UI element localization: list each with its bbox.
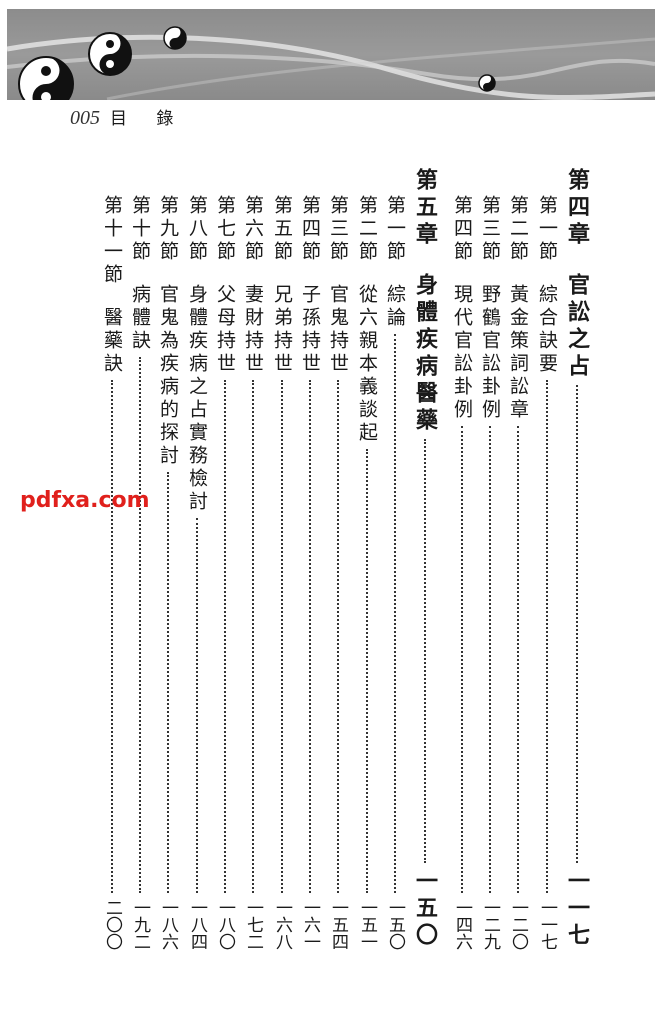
entry-page-number: 一六一 — [300, 899, 320, 950]
yin-yang-icon — [478, 74, 496, 92]
entry-title: 從六親本義談起 — [356, 284, 378, 445]
entry-page-number: 一九二 — [130, 899, 150, 950]
dot-leader — [167, 472, 169, 893]
entry-page-number: 一一七 — [537, 899, 557, 950]
toc-chapter-entry: 第五章身體疾病醫藥一五〇 — [412, 168, 438, 950]
yin-yang-icon — [18, 56, 74, 100]
entry-label: 第三節 — [327, 195, 349, 264]
watermark: pdfxa.com — [20, 488, 150, 513]
entry-title: 身體疾病之占實務檢討 — [186, 284, 208, 514]
dot-leader — [196, 518, 198, 893]
entry-label: 第一節 — [384, 195, 406, 264]
yin-yang-banner-art — [7, 26, 655, 100]
entry-label: 第三節 — [479, 195, 501, 264]
entry-page-number: 一八〇 — [215, 899, 235, 950]
toc-section-entry: 第六節妻財持世一七二 — [241, 195, 265, 950]
dot-leader — [224, 380, 226, 893]
dot-leader — [461, 426, 463, 893]
entry-page-number: 一五〇 — [412, 869, 438, 950]
entry-label: 第十節 — [129, 195, 151, 264]
entry-label: 第八節 — [186, 195, 208, 264]
dot-leader — [281, 380, 283, 893]
dot-leader — [394, 334, 396, 893]
toc-section-entry: 第五節兄弟持世一六八 — [270, 195, 294, 950]
entry-page-number: 一二九 — [480, 899, 500, 950]
dot-leader — [252, 380, 254, 893]
entry-label: 第四節 — [451, 195, 473, 264]
entry-label: 第一節 — [536, 195, 558, 264]
entry-title: 病體訣 — [129, 284, 151, 353]
toc-section-entry: 第三節官鬼持世一五四 — [326, 195, 350, 950]
entry-title: 父母持世 — [214, 284, 236, 376]
entry-label: 第十一節 — [101, 195, 123, 287]
entry-title: 子孫持世 — [299, 284, 321, 376]
entry-label: 第五節 — [271, 195, 293, 264]
entry-title: 兄弟持世 — [271, 284, 293, 376]
toc-section-entry: 第二節黃金策詞訟章一二〇 — [506, 195, 530, 950]
toc-section-entry: 第二節從六親本義談起一五一 — [355, 195, 379, 950]
yin-yang-icon — [163, 26, 187, 50]
dot-leader — [489, 426, 491, 893]
dot-leader — [517, 426, 519, 893]
entry-title: 現代官訟卦例 — [451, 284, 473, 422]
page-header: 005 目 錄 — [70, 104, 185, 130]
entry-page-number: 一六八 — [272, 899, 292, 950]
entry-label: 第七節 — [214, 195, 236, 264]
entry-title: 黃金策詞訟章 — [507, 284, 529, 422]
dot-leader — [337, 380, 339, 893]
entry-page-number: 一五四 — [328, 899, 348, 950]
dot-leader — [424, 439, 426, 863]
dot-leader — [546, 380, 548, 893]
entry-page-number: 一一七 — [564, 869, 590, 950]
entry-label: 第二節 — [356, 195, 378, 264]
entry-label: 第五章 — [412, 168, 438, 249]
toc-section-entry: 第十一節醫藥訣二〇〇 — [100, 195, 124, 950]
entry-title: 綜合訣要 — [536, 284, 558, 376]
page-number: 005 — [70, 107, 100, 129]
toc-section-entry: 第八節身體疾病之占實務檢討一八四 — [185, 195, 209, 950]
entry-title: 綜論 — [384, 284, 406, 330]
entry-title: 官鬼持世 — [327, 284, 349, 376]
toc-section-entry: 第一節 綜論 一五〇 — [383, 195, 407, 950]
entry-page-number: 一五一 — [357, 899, 377, 950]
dot-leader — [366, 449, 368, 893]
entry-page-number: 一五〇 — [385, 899, 405, 950]
entry-title: 官訟之占 — [564, 273, 590, 381]
dot-leader — [139, 357, 141, 893]
entry-title: 醫藥訣 — [101, 307, 123, 376]
toc-section-entry: 第四節現代官訟卦例一四六 — [450, 195, 474, 950]
dot-leader — [576, 385, 578, 863]
yin-yang-icon — [88, 32, 132, 76]
entry-title: 官鬼為疾病的探討 — [157, 284, 179, 468]
toc-section-entry: 第一節綜合訣要一一七 — [535, 195, 559, 950]
toc-section-entry: 第四節子孫持世一六一 — [298, 195, 322, 950]
entry-label: 第六節 — [242, 195, 264, 264]
entry-label: 第四節 — [299, 195, 321, 264]
toc-section-entry: 第十節 病體訣 一九二 — [128, 195, 152, 950]
entry-title: 身體疾病醫藥 — [412, 273, 438, 435]
entry-page-number: 一八六 — [158, 899, 178, 950]
toc-section-entry: 第三節野鶴官訟卦例一二九 — [478, 195, 502, 950]
entry-page-number: 二〇〇 — [102, 899, 122, 950]
page-title: 目 錄 — [110, 109, 186, 129]
entry-label: 第四章 — [564, 168, 590, 249]
header-banner-image — [7, 9, 655, 100]
entry-page-number: 一七二 — [243, 899, 263, 950]
entry-title: 妻財持世 — [242, 284, 264, 376]
entry-label: 第九節 — [157, 195, 179, 264]
dot-leader — [309, 380, 311, 893]
entry-title: 野鶴官訟卦例 — [479, 284, 501, 422]
entry-label: 第二節 — [507, 195, 529, 264]
entry-page-number: 一二〇 — [508, 899, 528, 950]
dot-leader — [111, 380, 113, 893]
toc-section-entry: 第七節父母持世一八〇 — [213, 195, 237, 950]
entry-page-number: 一四六 — [452, 899, 472, 950]
toc-chapter-entry: 第四章官訟之占一一七 — [564, 168, 590, 950]
entry-page-number: 一八四 — [187, 899, 207, 950]
toc-section-entry: 第九節官鬼為疾病的探討一八六 — [156, 195, 180, 950]
